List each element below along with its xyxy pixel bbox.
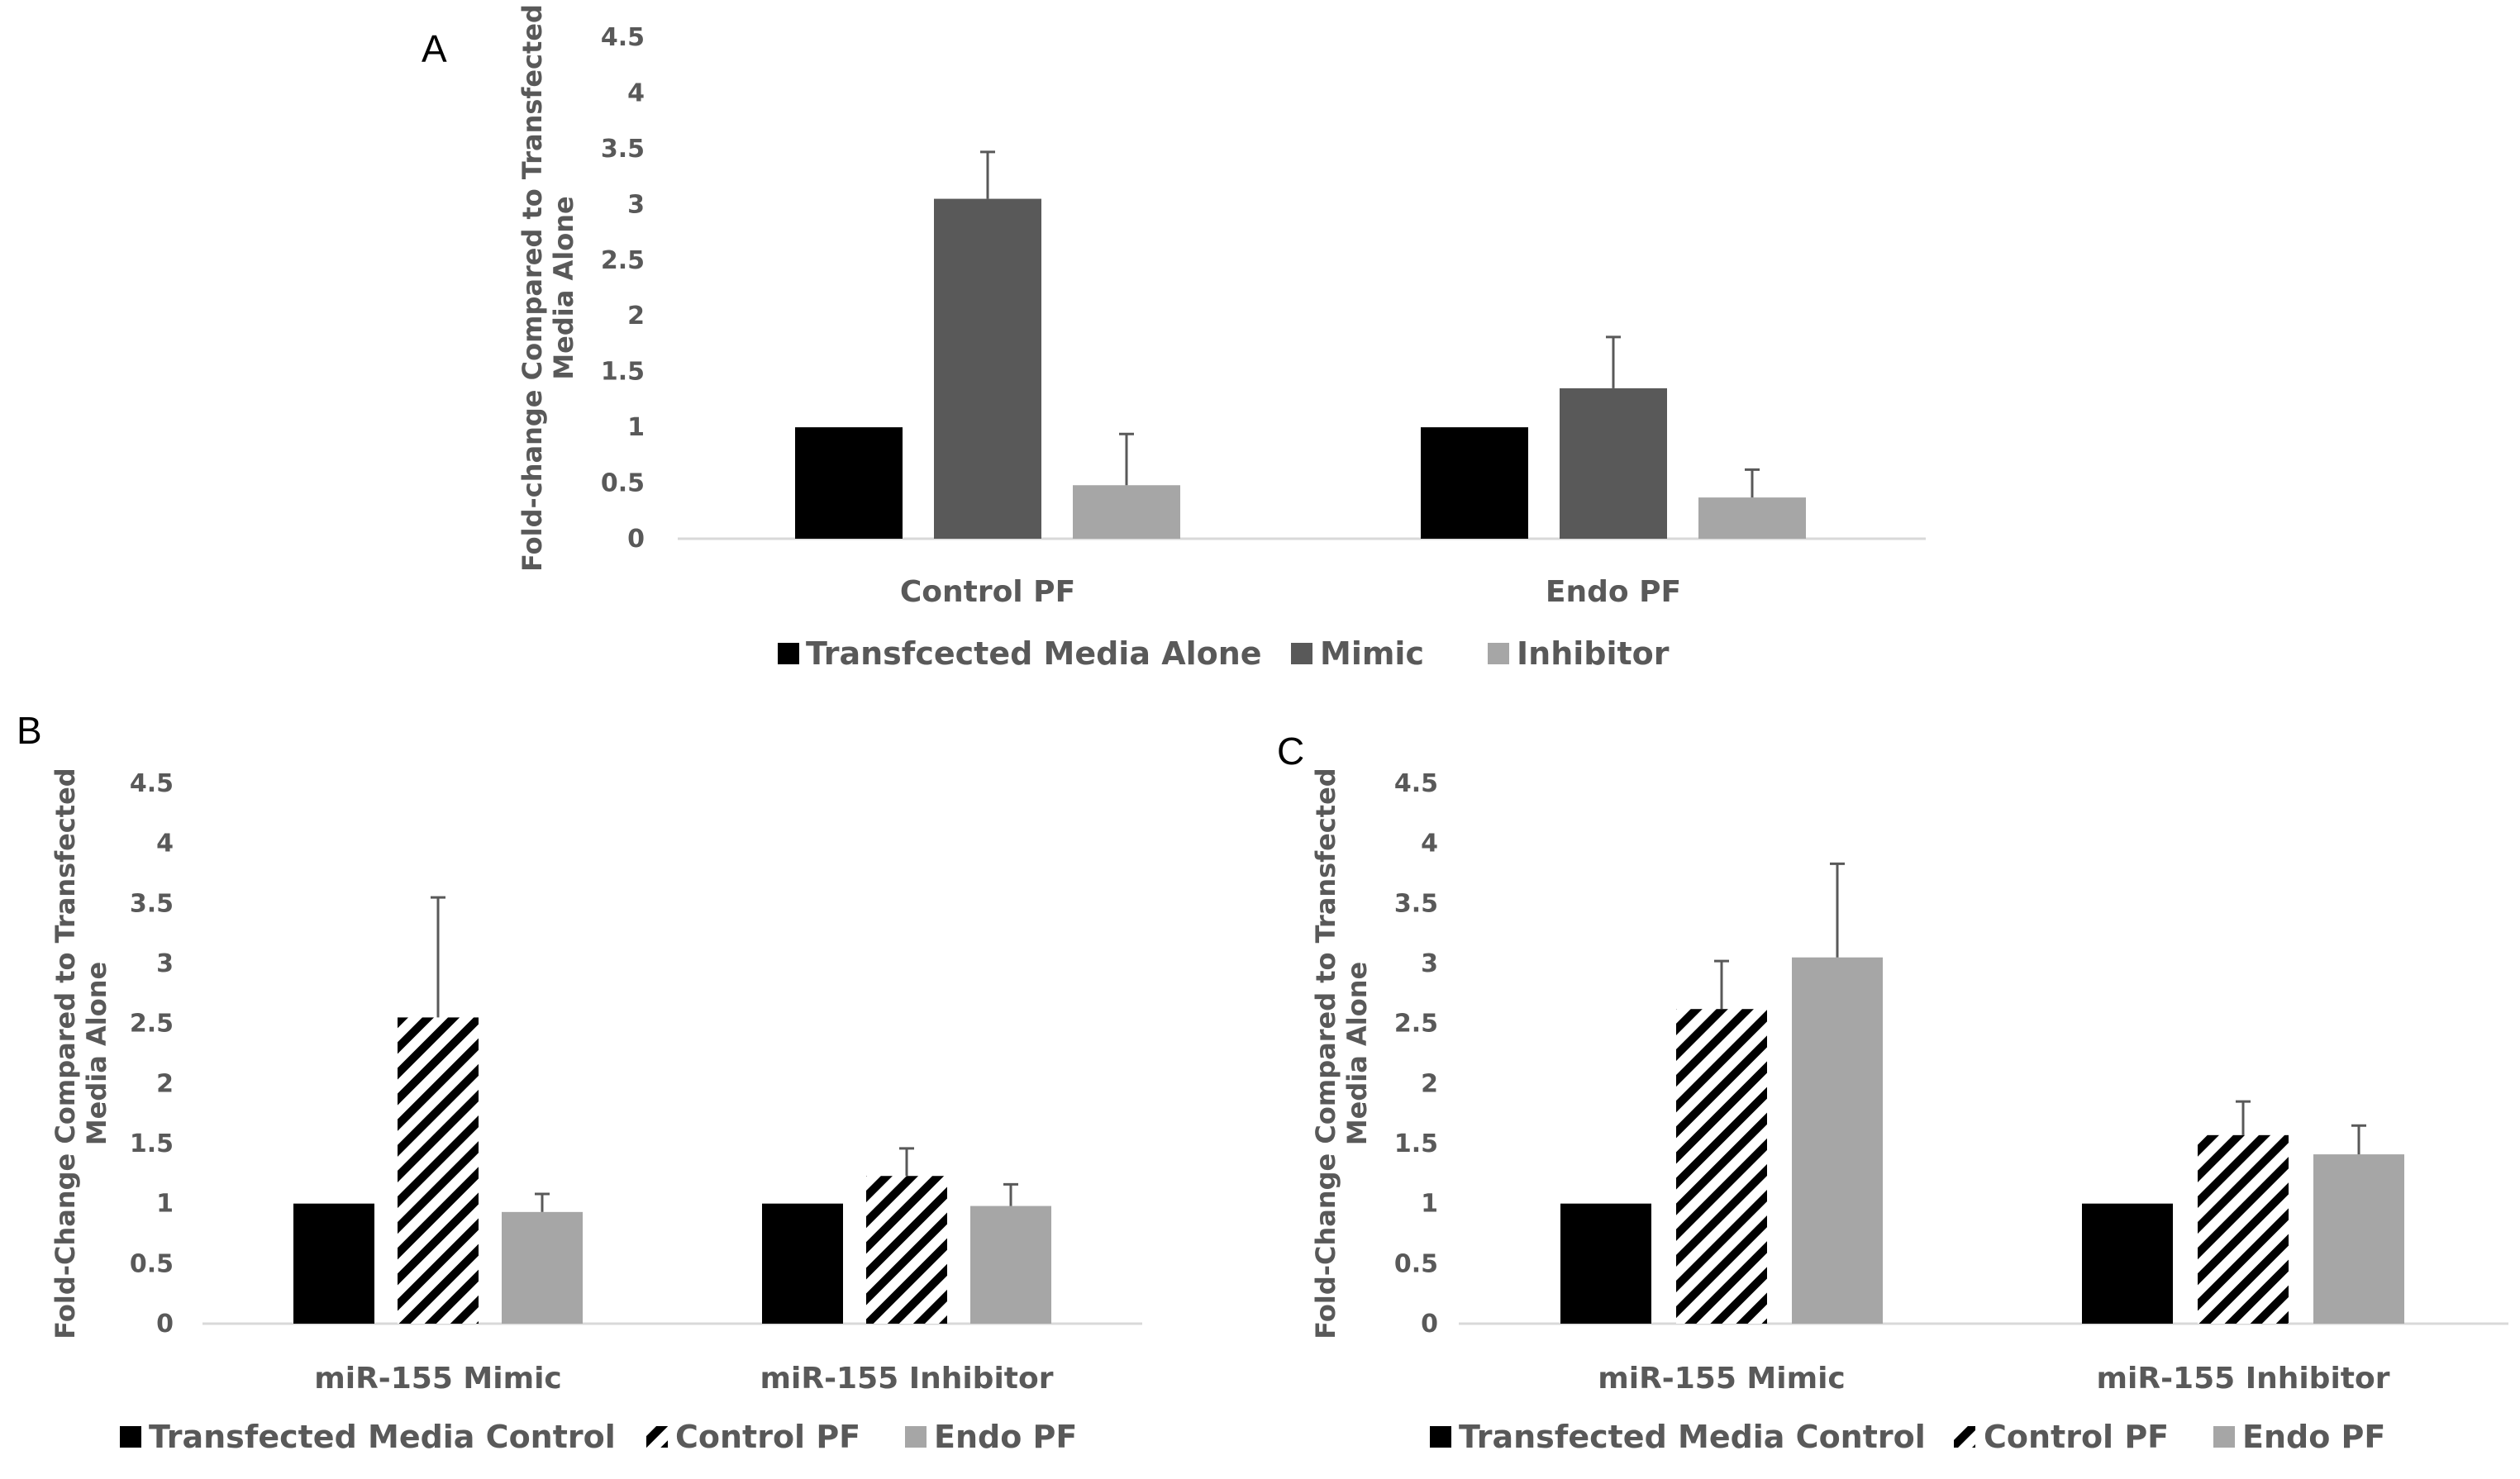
bar-endo-pf-0 [502,1211,583,1324]
y-tick-label: 2.5 [601,246,645,275]
y-tick-label: 2 [156,1069,174,1098]
category-label: miR-155 Mimic [1598,1362,1846,1396]
bar-mimic-0 [934,198,1041,540]
bar-inhibitor-1 [1698,497,1806,539]
legend: Transfected Media Control Control PF Endo … [120,1419,1077,1455]
legend-label: Transfcected Media Alone [806,635,1262,672]
bar-transfected-media-control-1 [2082,1203,2173,1324]
y-tick-label: 2.5 [130,1010,174,1039]
category-label: miR-155 Inhibitor [760,1362,1054,1396]
y-tick-label: 4 [156,830,174,858]
category-label: Control PF [900,575,1075,609]
y-tick-label: 3 [156,949,174,978]
legend-swatch [1488,643,1509,664]
bar-transfected-media-control-0 [293,1203,374,1324]
y-axis-title: Fold-change Compared to TransfectedMedia… [517,4,579,572]
y-tick-label: 3.5 [601,135,645,164]
y-tick-label: 4 [1421,830,1438,858]
bar-control-pf-0 [398,1017,479,1324]
y-tick-label: 1.5 [1394,1129,1438,1158]
legend-label: Transfected Media Control [149,1419,616,1455]
legend-swatch [778,643,799,664]
y-tick-label: 0 [1421,1310,1438,1339]
y-tick-label: 1 [1421,1190,1438,1219]
bar-transfected-media-control-0 [1560,1203,1651,1324]
legend-label: Endo PF [934,1419,1077,1455]
y-tick-label: 4.5 [130,769,174,798]
bar-endo-pf-1 [970,1206,1051,1324]
y-tick-label: 0 [156,1310,174,1339]
chart-panel-a: A 0 0.5 1 1.5 2 2.5 3 3.5 4 4.5 Fold-change Compare… [422,4,1926,672]
bar-endo-pf-1 [2313,1154,2404,1324]
legend-label: Transfected Media Control [1459,1419,1926,1455]
y-axis-title: Fold-Change Compared to TransfectedMedia… [1310,768,1373,1339]
bar-transfcected-media-alone-1 [1421,427,1528,539]
y-axis-title: Fold-Change Compared to TransfectedMedia… [50,768,112,1339]
legend-swatch [2213,1426,2235,1448]
legend-swatch [646,1426,668,1448]
panel-label: C [1277,730,1304,773]
legend-label: Control PF [675,1419,860,1455]
legend-label: Control PF [1984,1419,2169,1455]
chart-panel-b: B 0 0.5 1 1.5 2 2.5 3 3.5 4 4.5 Fold-Change Compare… [17,709,1142,1455]
bar-inhibitor-0 [1073,485,1180,539]
y-tick-label: 2.5 [1394,1010,1438,1039]
bar-control-pf-1 [866,1176,947,1324]
y-tick-label: 3.5 [130,889,174,918]
y-tick-label: 2 [627,302,645,331]
y-tick-label: 3.5 [1394,889,1438,918]
y-tick-label: 1.5 [130,1129,174,1158]
y-tick-label: 3 [627,190,645,219]
y-tick-label: 1.5 [601,358,645,387]
legend-swatch [1954,1426,1975,1448]
legend-swatch [1430,1426,1451,1448]
chart-panel-c: C 0 0.5 1 1.5 2 2.5 3 3.5 4 4.5 Fold-Change Compare… [1277,730,2508,1455]
y-tick-label: 2 [1421,1069,1438,1098]
legend-label: Mimic [1320,635,1424,672]
legend-swatch [1291,643,1312,664]
category-label: miR-155 Inhibitor [2097,1362,2390,1396]
y-tick-label: 4.5 [601,23,645,52]
panel-label: B [17,709,42,752]
legend-label: Endo PF [2242,1419,2385,1455]
y-tick-label: 0.5 [130,1249,174,1278]
y-tick-label: 1 [156,1190,174,1219]
bar-control-pf-0 [1676,1009,1767,1324]
y-tick-label: 4.5 [1394,769,1438,798]
category-label: Endo PF [1546,575,1681,609]
category-label: miR-155 Mimic [314,1362,562,1396]
legend-swatch [905,1426,927,1448]
bar-mimic-1 [1560,388,1667,539]
bar-control-pf-1 [2198,1134,2289,1324]
legend: Transfected Media Control Control PF Endo … [1430,1419,2385,1455]
legend: Transfcected Media Alone Mimic Inhibitor [778,635,1670,672]
y-tick-label: 4 [627,78,645,107]
y-tick-label: 1 [627,413,645,442]
y-tick-label: 0 [627,525,645,554]
y-tick-label: 3 [1421,949,1438,978]
legend-swatch [120,1426,141,1448]
bar-transfected-media-control-1 [762,1203,843,1324]
bar-endo-pf-0 [1792,957,1883,1324]
legend-label: Inhibitor [1517,635,1670,672]
y-tick-label: 0.5 [601,469,645,498]
panel-label: A [422,27,447,70]
y-tick-label: 0.5 [1394,1249,1438,1278]
bar-transfcected-media-alone-0 [795,427,903,539]
